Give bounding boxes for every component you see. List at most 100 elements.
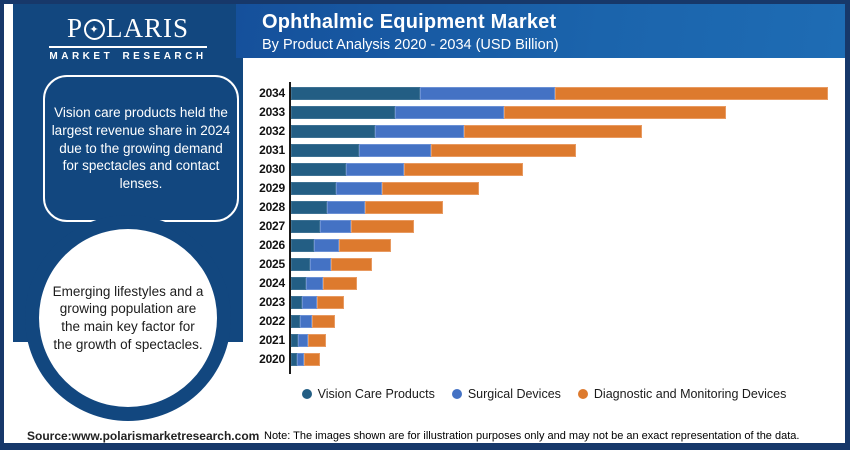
logo-name-prefix: P: [66, 13, 83, 43]
bar-segment: [431, 144, 576, 157]
legend-item: Surgical Devices: [451, 387, 561, 401]
bar-segment: [320, 220, 351, 233]
year-label: 2027: [259, 219, 285, 233]
bar-segment: [359, 144, 431, 157]
bar-segment: [291, 315, 300, 328]
bar-row: [291, 163, 523, 176]
circle-text: Emerging lifestyles and a growing popula…: [52, 283, 204, 352]
polaris-logo: P ✦ LARIS MARKET RESEARCH: [13, 13, 243, 64]
bar-row: [291, 201, 443, 214]
legend-item: Diagnostic and Monitoring Devices: [577, 387, 787, 401]
year-label: 2025: [259, 257, 285, 271]
bar-segment: [395, 106, 504, 119]
bar-segment: [339, 239, 391, 252]
bar-row: [291, 182, 479, 195]
legend-label: Diagnostic and Monitoring Devices: [593, 387, 787, 401]
bar-segment: [464, 125, 642, 138]
bar-segment: [291, 258, 310, 271]
bar-segment: [291, 125, 375, 138]
bar-row: [291, 334, 326, 347]
bar-row: [291, 239, 391, 252]
logo-name: P ✦ LARIS: [67, 13, 189, 44]
callout-box: Vision care products held the largest re…: [43, 75, 239, 222]
bar-segment: [382, 182, 479, 195]
bar-segment: [375, 125, 464, 138]
bar-segment: [298, 334, 308, 347]
bar-segment: [346, 163, 404, 176]
page-subtitle: By Product Analysis 2020 - 2034 (USD Bil…: [262, 37, 559, 53]
bar-segment: [291, 106, 395, 119]
bar-segment: [297, 353, 304, 366]
bar-row: [291, 220, 414, 233]
bar-segment: [291, 201, 327, 214]
bar-segment: [300, 315, 312, 328]
year-label: 2022: [259, 314, 285, 328]
bar-segment: [404, 163, 523, 176]
bar-row: [291, 258, 372, 271]
year-label: 2029: [259, 181, 285, 195]
year-label: 2033: [259, 105, 285, 119]
bar-segment: [291, 144, 359, 157]
bar-segment: [291, 334, 298, 347]
bar-segment: [351, 220, 414, 233]
year-label: 2031: [259, 143, 285, 157]
source-text: Source:www.polarismarketresearch.com: [27, 429, 260, 443]
bar-segment: [291, 239, 314, 252]
circle-badge-inner: Emerging lifestyles and a growing popula…: [39, 229, 217, 407]
bar-row: [291, 315, 335, 328]
bar-row: [291, 296, 344, 309]
bar-segment: [555, 87, 828, 100]
bar-segment: [291, 277, 306, 290]
logo-tagline: MARKET RESEARCH: [49, 46, 207, 62]
bar-segment: [327, 201, 365, 214]
bar-segment: [504, 106, 726, 119]
chart-axis-line: [289, 82, 291, 374]
legend-label: Surgical Devices: [467, 387, 561, 401]
year-label: 2024: [259, 276, 285, 290]
year-label: 2026: [259, 238, 285, 252]
bar-segment: [420, 87, 555, 100]
bar-segment: [291, 296, 302, 309]
bar-segment: [331, 258, 372, 271]
legend-label: Vision Care Products: [317, 387, 435, 401]
legend-dot-icon: [451, 389, 462, 399]
callout-text: Vision care products held the largest re…: [51, 104, 231, 192]
bar-segment: [310, 258, 331, 271]
year-label: 2030: [259, 162, 285, 176]
chart-legend: Vision Care Products Surgical Devices Diag…: [243, 387, 845, 401]
bar-segment: [312, 315, 335, 328]
year-label: 2028: [259, 200, 285, 214]
bar-segment: [291, 163, 346, 176]
year-label: 2032: [259, 124, 285, 138]
page-title: Ophthalmic Equipment Market: [262, 11, 557, 33]
legend-dot-icon: [301, 389, 312, 399]
bar-segment: [304, 353, 320, 366]
bar-row: [291, 353, 320, 366]
star-icon: ✦: [84, 19, 105, 40]
legend-item: Vision Care Products: [301, 387, 435, 401]
note-text: Note: The images shown are for illustrat…: [264, 430, 800, 442]
bar-segment: [317, 296, 344, 309]
logo-name-suffix: LARIS: [106, 13, 190, 43]
year-label: 2034: [259, 86, 285, 100]
bar-segment: [365, 201, 443, 214]
year-label: 2020: [259, 352, 285, 366]
year-label: 2023: [259, 295, 285, 309]
bar-segment: [291, 220, 320, 233]
title-banner: Ophthalmic Equipment Market By Product A…: [236, 4, 845, 58]
bar-segment: [291, 353, 297, 366]
bar-segment: [291, 87, 420, 100]
bar-row: [291, 87, 828, 100]
legend-dot-icon: [577, 389, 588, 399]
bar-segment: [314, 239, 339, 252]
bar-segment: [336, 182, 382, 195]
bar-segment: [291, 182, 336, 195]
bar-segment: [302, 296, 317, 309]
bar-segment: [306, 277, 323, 290]
bar-row: [291, 277, 357, 290]
circle-badge: Emerging lifestyles and a growing popula…: [25, 215, 231, 421]
bar-row: [291, 106, 726, 119]
year-label: 2021: [259, 333, 285, 347]
bar-segment: [323, 277, 357, 290]
